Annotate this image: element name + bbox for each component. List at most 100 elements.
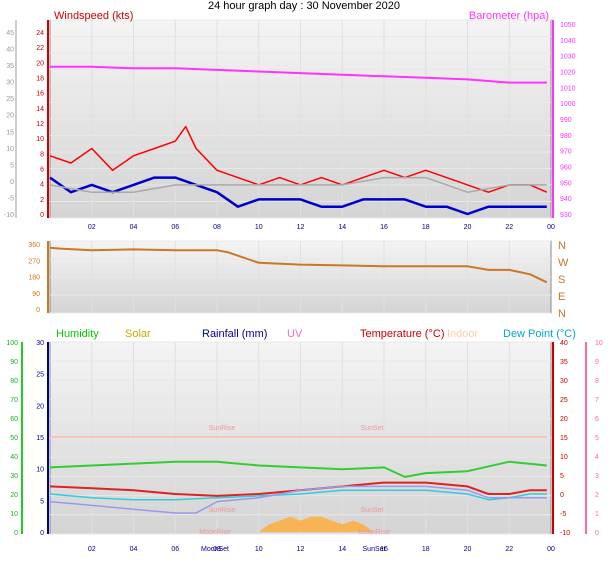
direction-compass-label: W xyxy=(558,257,569,269)
wind-tick-label: 22 xyxy=(36,45,44,52)
direction-compass-label: E xyxy=(558,291,565,303)
uv-tick-label: 4 xyxy=(595,454,599,461)
baro-tick-label: 1000 xyxy=(560,101,576,108)
wind-tick-label: 4 xyxy=(40,182,44,189)
sunrise-marker-label: SunRise xyxy=(209,425,236,432)
solar-area xyxy=(258,516,374,532)
outer-tick-label: 20 xyxy=(6,113,14,120)
temp-x-tick-label: 12 xyxy=(297,546,305,553)
temp-tick-label: 15 xyxy=(560,435,568,442)
temp-x-tick-label: 20 xyxy=(464,546,472,553)
outer-tick-label: 5 xyxy=(10,162,14,169)
rain-tick-label: 25 xyxy=(36,372,44,379)
temp-tick-label: -5 xyxy=(560,511,566,518)
direction-compass-label: N xyxy=(558,240,566,252)
outer-tick-label: -5 xyxy=(8,195,14,202)
outer-tick-label: 40 xyxy=(6,47,14,54)
wind-x-tick-label: 20 xyxy=(464,224,472,231)
temp-x-tick-label: 08 xyxy=(213,546,221,553)
dewpoint-label: Dew Point (°C) xyxy=(503,328,576,340)
rain-tick-label: 0 xyxy=(40,530,44,537)
outer-tick-label: 30 xyxy=(6,80,14,87)
outer-tick-label: 10 xyxy=(6,146,14,153)
barometer-line xyxy=(50,65,547,84)
temp-x-tick-label: 16 xyxy=(380,546,388,553)
humidity-tick-label: 30 xyxy=(10,473,18,480)
temp-tick-label: 25 xyxy=(560,397,568,404)
wind-tick-label: 2 xyxy=(40,197,44,204)
uv-tick-label: 6 xyxy=(595,416,599,423)
sunset-label: SunSet xyxy=(363,546,386,553)
wind-tick-label: 14 xyxy=(36,106,44,113)
moonset-label: MoonSet xyxy=(201,546,229,553)
uv-tick-label: 3 xyxy=(595,473,599,480)
wind-x-tick-label: 14 xyxy=(338,224,346,231)
uv-tick-label: 5 xyxy=(595,435,599,442)
temp-x-tick-label: 04 xyxy=(130,546,138,553)
temp-x-tick-label: 00 xyxy=(547,546,555,553)
uv-label: UV xyxy=(287,328,303,340)
humidity-line xyxy=(49,460,547,478)
temp-tick-label: 10 xyxy=(560,454,568,461)
direction-tick-label: 90 xyxy=(32,291,40,298)
direction-compass-label: S xyxy=(558,274,565,286)
wind-tick-label: 12 xyxy=(36,121,44,128)
humidity-tick-label: 80 xyxy=(10,378,18,385)
wind-tick-label: 24 xyxy=(36,30,44,37)
humidity-tick-label: 40 xyxy=(10,454,18,461)
humidity-tick-label: 60 xyxy=(10,416,18,423)
temp-tick-label: 40 xyxy=(560,340,568,347)
baro-axis-label: Barometer (hpa) xyxy=(469,10,549,22)
wind-axis-label: Windspeed (kts) xyxy=(54,10,133,22)
wind-tick-label: 18 xyxy=(36,76,44,83)
temp-tick-label: 35 xyxy=(560,359,568,366)
baro-tick-label: 950 xyxy=(560,180,572,187)
humidity-tick-label: 100 xyxy=(6,340,18,347)
rain-tick-label: 5 xyxy=(40,498,44,505)
wind-x-tick-label: 16 xyxy=(380,224,388,231)
uv-tick-label: 9 xyxy=(595,359,599,366)
uv-tick-label: 7 xyxy=(595,397,599,404)
baro-tick-label: 1040 xyxy=(560,38,576,45)
rainfall-label: Rainfall (mm) xyxy=(202,328,267,340)
sunset-upper-label: SunSet xyxy=(361,425,384,432)
temp-tick-label: 5 xyxy=(560,473,564,480)
baro-tick-label: 1010 xyxy=(560,85,576,92)
uv-tick-label: 1 xyxy=(595,511,599,518)
baro-tick-label: 930 xyxy=(560,212,572,219)
temperature-label: Temperature (°C) xyxy=(360,328,444,340)
temp-x-tick-label: 14 xyxy=(338,546,346,553)
baro-tick-label: 940 xyxy=(560,196,572,203)
outer-tick-label: 0 xyxy=(10,179,14,186)
outer-tick-label: 35 xyxy=(6,63,14,70)
wind-tick-label: 20 xyxy=(36,60,44,67)
uv-tick-label: 2 xyxy=(595,492,599,499)
wind-series-line xyxy=(49,176,547,193)
wind-tick-label: 0 xyxy=(40,212,44,219)
temp-x-tick-label: 10 xyxy=(255,546,263,553)
humidity-label: Humidity xyxy=(56,328,99,340)
wind-tick-label: 8 xyxy=(40,151,44,158)
baro-tick-label: 980 xyxy=(560,133,572,140)
direction-tick-label: 0 xyxy=(36,307,40,314)
temp-x-tick-label: 02 xyxy=(88,546,96,553)
wind-x-tick-label: 06 xyxy=(171,224,179,231)
rain-tick-label: 30 xyxy=(36,340,44,347)
rain-tick-label: 20 xyxy=(36,403,44,410)
direction-tick-label: 270 xyxy=(28,258,40,265)
wind-x-tick-label: 10 xyxy=(255,224,263,231)
humidity-tick-label: 70 xyxy=(10,397,18,404)
baro-tick-label: 960 xyxy=(560,165,572,172)
uv-tick-label: 8 xyxy=(595,378,599,385)
solar-label: Solar xyxy=(125,328,151,340)
baro-tick-label: 970 xyxy=(560,149,572,156)
indoor-label: Indoor xyxy=(447,328,479,340)
temp-tick-label: 20 xyxy=(560,416,568,423)
wind-series-line xyxy=(49,176,547,216)
humidity-tick-label: 50 xyxy=(10,435,18,442)
humidity-tick-label: 0 xyxy=(14,530,18,537)
direction-line xyxy=(49,246,548,284)
sunset-marker-label: SunSet xyxy=(361,507,384,514)
